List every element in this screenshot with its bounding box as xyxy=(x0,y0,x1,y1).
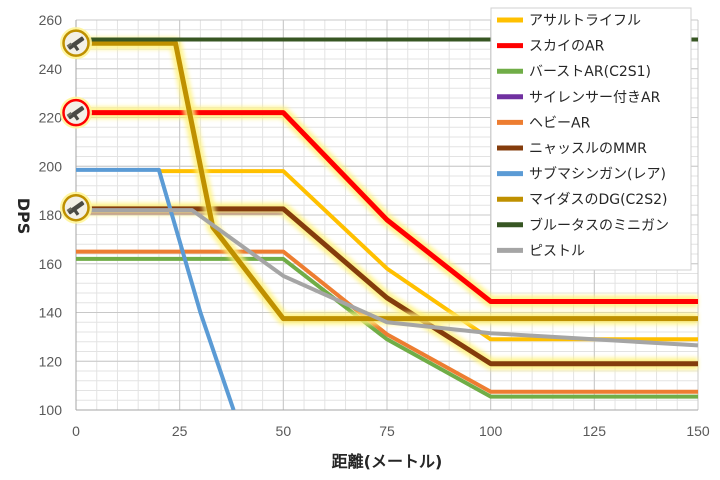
series-markers xyxy=(60,27,92,224)
gun-stock xyxy=(66,207,73,213)
legend-label-2: バーストAR(C2S1) xyxy=(529,64,651,80)
legend-label-1: スカイのAR xyxy=(529,39,605,55)
legend-label-4: ヘビーAR xyxy=(529,115,591,131)
y-tick-label: 100 xyxy=(39,402,63,418)
x-tick-label: 100 xyxy=(479,423,503,439)
series-lines xyxy=(76,37,699,410)
gun-icon xyxy=(66,106,85,121)
series-9 xyxy=(76,208,699,348)
gun-stock xyxy=(66,112,73,117)
gun-grip xyxy=(73,44,80,52)
legend-label-8: ブルータスのミニガン xyxy=(529,217,669,234)
x-tick-label: 125 xyxy=(583,423,607,439)
x-tick-label: 50 xyxy=(276,423,292,439)
legend-label-0: アサルトライフル xyxy=(529,13,641,29)
y-tick-label: 240 xyxy=(39,61,63,77)
x-tick-label: 25 xyxy=(172,423,188,439)
marker-0 xyxy=(60,27,92,60)
axes: 0 25 50 75 100 125 150 100 120 140 160 180 200 220 240… xyxy=(39,12,710,439)
x-axis-title: 距離(メートル) xyxy=(332,452,443,471)
series-line-4 xyxy=(76,249,698,394)
series-0 xyxy=(158,169,698,342)
series-4 xyxy=(76,249,698,394)
marker-2 xyxy=(60,191,92,224)
series-2 xyxy=(76,256,698,399)
legend-label-5: ニャッスルのMMR xyxy=(529,141,647,157)
gun-icon xyxy=(66,201,85,216)
y-tick-label: 260 xyxy=(39,12,63,28)
gun-icon xyxy=(66,36,85,52)
y-tick-label: 140 xyxy=(39,305,63,321)
legend-label-3: サイレンサー付きAR xyxy=(529,90,661,106)
series-line-0 xyxy=(158,169,698,342)
gun-barrel xyxy=(67,106,85,120)
gun-grip xyxy=(73,209,80,216)
x-tick-label: 0 xyxy=(72,423,80,439)
legend-label-7: マイダスのDG(C2S2) xyxy=(529,192,667,208)
series-1 xyxy=(76,106,698,308)
marker-1 xyxy=(60,96,92,129)
y-tick-label: 220 xyxy=(39,110,63,126)
y-tick-label: 160 xyxy=(39,256,63,272)
gun-barrel xyxy=(67,36,85,50)
series-line-6 xyxy=(76,167,236,410)
series-line-1 xyxy=(76,110,698,304)
x-tick-label: 150 xyxy=(686,423,710,439)
legend-box xyxy=(490,7,692,271)
gun-grip xyxy=(73,114,80,121)
x-tick-label: 75 xyxy=(379,423,395,439)
legend-label-6: サブマシンガン(レア) xyxy=(529,166,666,183)
y-axis-title: DPS xyxy=(14,198,33,235)
legend-label-9: ピストル xyxy=(529,243,585,259)
gun-stock xyxy=(66,42,73,48)
series-6 xyxy=(76,167,236,410)
y-tick-label: 120 xyxy=(39,353,63,369)
y-tick-label: 200 xyxy=(39,158,63,174)
series-line-2 xyxy=(76,256,698,399)
series-line-9 xyxy=(76,208,699,348)
y-tick-label: 180 xyxy=(39,207,63,223)
gun-barrel xyxy=(67,201,85,215)
